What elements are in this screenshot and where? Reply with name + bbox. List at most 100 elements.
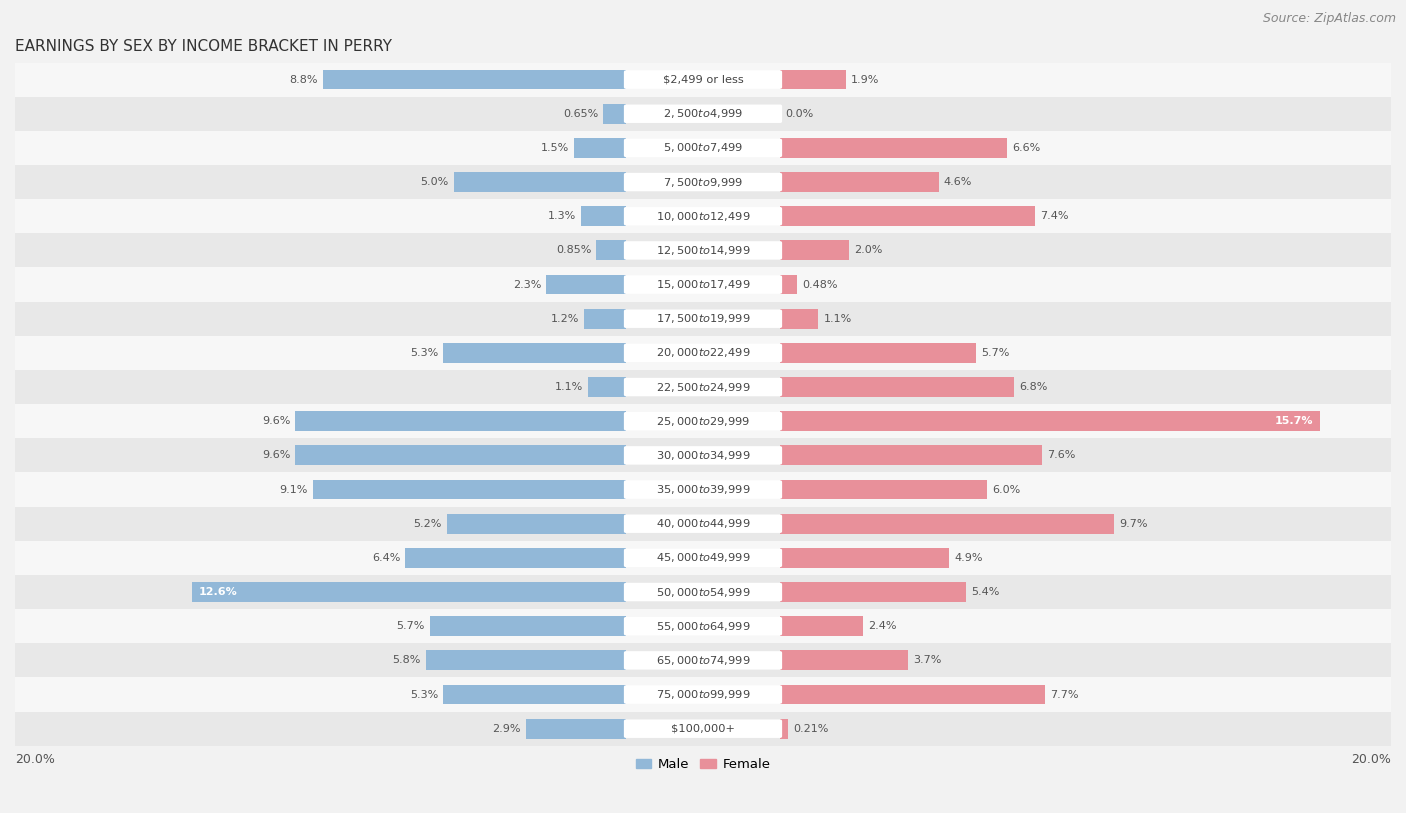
FancyBboxPatch shape — [624, 105, 782, 123]
Bar — [405, 548, 626, 567]
Text: 20.0%: 20.0% — [1351, 754, 1391, 767]
Text: 0.0%: 0.0% — [786, 109, 814, 119]
Bar — [15, 609, 1391, 643]
Bar — [15, 97, 1391, 131]
Bar — [526, 719, 626, 738]
Text: $100,000+: $100,000+ — [671, 724, 735, 733]
Bar — [780, 514, 1114, 533]
Bar — [547, 275, 626, 294]
Text: 5.8%: 5.8% — [392, 655, 420, 665]
Text: 7.6%: 7.6% — [1047, 450, 1076, 460]
Bar — [780, 548, 949, 567]
Bar — [443, 343, 626, 363]
Text: 2.0%: 2.0% — [855, 246, 883, 255]
Text: $7,500 to $9,999: $7,500 to $9,999 — [664, 176, 742, 189]
Text: 20.0%: 20.0% — [15, 754, 55, 767]
Bar — [780, 685, 1045, 704]
Bar — [581, 207, 626, 226]
Bar — [323, 70, 626, 89]
FancyBboxPatch shape — [624, 446, 782, 464]
Text: $2,499 or less: $2,499 or less — [662, 75, 744, 85]
Bar — [15, 63, 1391, 97]
FancyBboxPatch shape — [624, 139, 782, 157]
Bar — [780, 138, 1008, 158]
Bar — [15, 267, 1391, 302]
Bar — [454, 172, 626, 192]
Bar — [780, 411, 1320, 431]
Bar — [15, 541, 1391, 575]
Bar — [295, 446, 626, 465]
Text: 0.48%: 0.48% — [801, 280, 838, 289]
Bar — [596, 241, 626, 260]
Text: $2,500 to $4,999: $2,500 to $4,999 — [664, 107, 742, 120]
Bar — [780, 309, 818, 328]
Text: 4.9%: 4.9% — [955, 553, 983, 563]
Bar — [15, 643, 1391, 677]
Text: 1.9%: 1.9% — [851, 75, 879, 85]
Text: 5.0%: 5.0% — [420, 177, 449, 187]
Text: 5.3%: 5.3% — [411, 689, 439, 699]
Text: $45,000 to $49,999: $45,000 to $49,999 — [655, 551, 751, 564]
Bar — [603, 104, 626, 124]
FancyBboxPatch shape — [624, 344, 782, 362]
Bar — [780, 343, 977, 363]
Bar — [15, 438, 1391, 472]
Bar — [780, 207, 1035, 226]
Text: 9.6%: 9.6% — [262, 450, 290, 460]
Text: 6.8%: 6.8% — [1019, 382, 1047, 392]
Text: 0.65%: 0.65% — [562, 109, 598, 119]
FancyBboxPatch shape — [624, 549, 782, 567]
Bar — [15, 302, 1391, 336]
Bar — [295, 411, 626, 431]
Text: 5.7%: 5.7% — [396, 621, 425, 631]
Bar — [588, 377, 626, 397]
Bar — [15, 506, 1391, 541]
Text: $65,000 to $74,999: $65,000 to $74,999 — [655, 654, 751, 667]
Text: 9.6%: 9.6% — [262, 416, 290, 426]
Text: $20,000 to $22,499: $20,000 to $22,499 — [655, 346, 751, 359]
Bar — [443, 685, 626, 704]
Bar — [15, 711, 1391, 746]
Bar — [15, 165, 1391, 199]
Text: $25,000 to $29,999: $25,000 to $29,999 — [655, 415, 751, 428]
Text: $22,500 to $24,999: $22,500 to $24,999 — [655, 380, 751, 393]
Bar — [780, 241, 849, 260]
Bar — [15, 336, 1391, 370]
Text: $35,000 to $39,999: $35,000 to $39,999 — [655, 483, 751, 496]
FancyBboxPatch shape — [624, 276, 782, 293]
Text: 5.7%: 5.7% — [981, 348, 1010, 358]
FancyBboxPatch shape — [624, 241, 782, 259]
Text: 2.3%: 2.3% — [513, 280, 541, 289]
Text: 9.1%: 9.1% — [278, 485, 308, 494]
Text: 5.3%: 5.3% — [411, 348, 439, 358]
Bar — [585, 309, 626, 328]
FancyBboxPatch shape — [624, 480, 782, 498]
Bar — [780, 650, 908, 670]
Text: 3.7%: 3.7% — [912, 655, 941, 665]
Text: 5.4%: 5.4% — [972, 587, 1000, 597]
Text: 12.6%: 12.6% — [200, 587, 238, 597]
Text: 6.6%: 6.6% — [1012, 143, 1040, 153]
Bar — [429, 616, 626, 636]
Text: 7.7%: 7.7% — [1050, 689, 1078, 699]
Text: 6.0%: 6.0% — [993, 485, 1021, 494]
Text: 5.2%: 5.2% — [413, 519, 441, 528]
Text: $30,000 to $34,999: $30,000 to $34,999 — [655, 449, 751, 462]
Bar — [15, 131, 1391, 165]
FancyBboxPatch shape — [624, 378, 782, 396]
Text: EARNINGS BY SEX BY INCOME BRACKET IN PERRY: EARNINGS BY SEX BY INCOME BRACKET IN PER… — [15, 39, 392, 54]
Bar — [15, 575, 1391, 609]
Legend: Male, Female: Male, Female — [630, 753, 776, 776]
FancyBboxPatch shape — [624, 515, 782, 533]
Text: 1.1%: 1.1% — [554, 382, 582, 392]
Bar — [312, 480, 626, 499]
FancyBboxPatch shape — [624, 412, 782, 430]
FancyBboxPatch shape — [624, 685, 782, 704]
Text: $12,500 to $14,999: $12,500 to $14,999 — [655, 244, 751, 257]
Text: 0.21%: 0.21% — [793, 724, 828, 733]
Text: 1.5%: 1.5% — [540, 143, 569, 153]
Text: 1.2%: 1.2% — [551, 314, 579, 324]
Bar — [780, 480, 987, 499]
Text: 6.4%: 6.4% — [373, 553, 401, 563]
Text: $75,000 to $99,999: $75,000 to $99,999 — [655, 688, 751, 701]
